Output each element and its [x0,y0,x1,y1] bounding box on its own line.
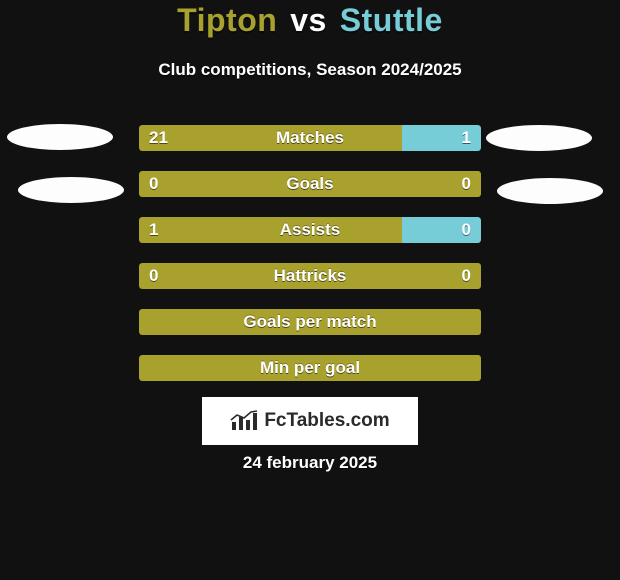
stat-row: Goals per match [139,309,481,335]
stat-row: Matches211 [139,125,481,151]
logo-text: FcTables.com [264,410,389,432]
stat-seg-left [139,309,481,335]
stat-seg-right [402,217,481,243]
avatar-p1-bottom [18,177,124,203]
stat-track [139,355,481,381]
stat-seg-right [402,125,481,151]
stat-seg-left [139,217,402,243]
logo-chart-icon [230,410,258,432]
date: 24 february 2025 [0,453,620,473]
stat-seg-left [139,355,481,381]
title: Tipton vs Stuttle [0,2,620,39]
logo-text-main: Tables [287,410,346,431]
logo-text-suffix: .com [345,410,389,431]
stat-row: Assists10 [139,217,481,243]
logo-text-prefix: Fc [264,410,286,431]
stat-track [139,263,481,289]
logo: FcTables.com [202,397,418,445]
stat-track [139,125,481,151]
stat-seg-left [139,171,481,197]
stat-seg-left [139,125,402,151]
stat-track [139,171,481,197]
avatar-p2-bottom [497,178,603,204]
title-vs: vs [290,2,327,38]
title-player2: Stuttle [340,2,443,38]
stat-track [139,309,481,335]
title-player1: Tipton [177,2,277,38]
avatar-p1-top [7,124,113,150]
avatar-p2-top [486,125,592,151]
stat-row: Goals00 [139,171,481,197]
stat-row: Hattricks00 [139,263,481,289]
stat-seg-left [139,263,481,289]
comparison-card: Tipton vs Stuttle Club competitions, Sea… [0,0,620,580]
subtitle: Club competitions, Season 2024/2025 [0,60,620,80]
stat-bars: Matches211 Goals00 Assists10 Hattricks00 Goa… [139,125,481,401]
stat-row: Min per goal [139,355,481,381]
stat-track [139,217,481,243]
